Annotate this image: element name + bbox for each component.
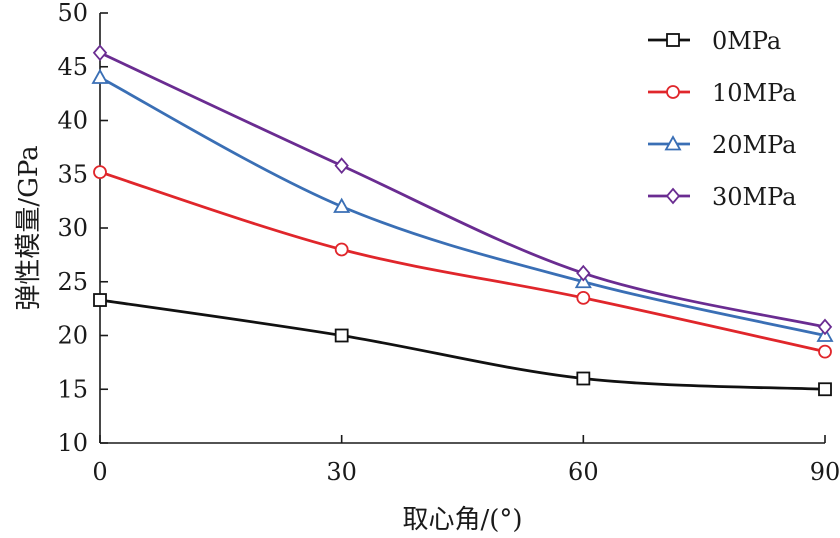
legend-marker	[665, 187, 681, 205]
data-point	[93, 293, 107, 307]
x-axis-label: 取心角/(°)	[402, 505, 522, 535]
legend-label: 20MPa	[712, 131, 797, 159]
series-0MPa	[93, 293, 832, 397]
data-point	[576, 264, 591, 282]
x-tick-label: 60	[568, 458, 599, 486]
data-point	[91, 68, 109, 84]
series-group	[91, 44, 834, 397]
y-axis-label: 弹性模量/GPa	[14, 145, 44, 310]
data-point	[333, 197, 351, 213]
series-line	[98, 298, 827, 391]
y-tick-label: 10	[57, 429, 88, 457]
series-line	[98, 170, 827, 354]
y-tick-label: 25	[57, 268, 88, 296]
data-point	[334, 157, 349, 175]
data-point	[334, 328, 349, 343]
data-point	[92, 44, 108, 62]
y-tick-label: 30	[57, 214, 88, 242]
data-point	[817, 318, 833, 336]
y-tick-label: 45	[57, 53, 88, 81]
legend-label: 30MPa	[712, 183, 797, 211]
legend-item: 20MPa	[648, 131, 797, 159]
data-point	[818, 344, 832, 359]
legend-label: 0MPa	[712, 27, 781, 55]
y-tick-label: 40	[57, 107, 88, 135]
data-point	[576, 371, 591, 386]
y-tick-label: 15	[57, 375, 88, 403]
series-line	[98, 51, 827, 329]
x-tick-label: 0	[92, 458, 107, 486]
data-point	[93, 165, 107, 180]
data-point	[818, 382, 832, 397]
series-line	[98, 76, 827, 337]
data-point	[576, 290, 591, 305]
series-10MPa	[93, 165, 832, 359]
legend-marker	[666, 85, 680, 99]
x-tick-label: 90	[810, 458, 840, 486]
y-tick-label: 35	[57, 160, 88, 188]
legend-item: 10MPa	[648, 79, 797, 107]
series-30MPa	[92, 44, 833, 336]
legend-marker	[664, 135, 682, 151]
legend-marker	[666, 33, 680, 47]
x-tick-label: 30	[326, 458, 357, 486]
legend: 0MPa 10MPa 20MPa 30MPa	[648, 27, 797, 211]
y-tick-label: 20	[57, 322, 88, 350]
axes	[99, 13, 825, 444]
y-tick-label: 50	[57, 0, 88, 27]
legend-label: 10MPa	[712, 79, 797, 107]
legend-item: 0MPa	[648, 27, 781, 55]
legend-item: 30MPa	[648, 183, 797, 211]
x-ticks: 0 30 60 90	[92, 435, 840, 486]
data-point	[334, 242, 349, 257]
